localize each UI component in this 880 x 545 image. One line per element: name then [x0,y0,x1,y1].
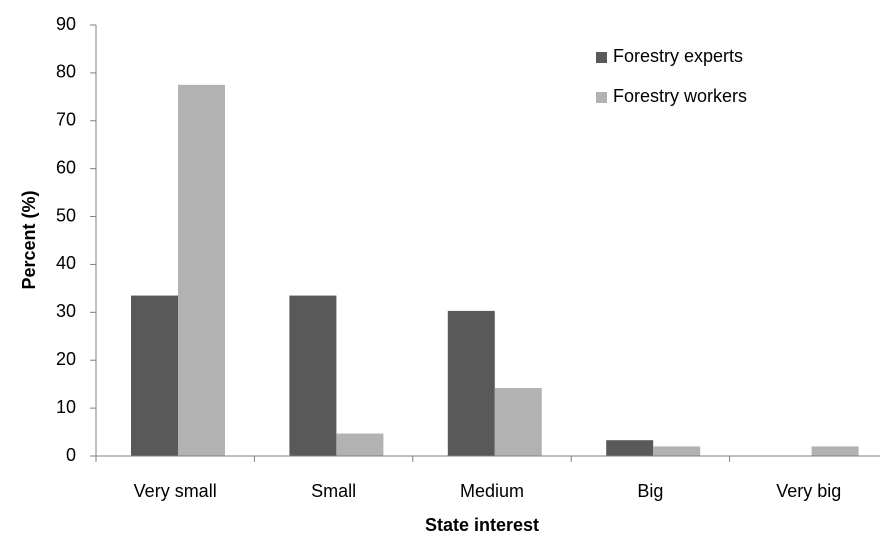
legend-label: Forestry workers [613,86,747,106]
bar-workers-very-big [811,446,859,456]
y-tick-label: 90 [56,14,76,34]
bar-workers-small [336,433,384,456]
x-tick-label: Big [637,481,663,501]
legend-label: Forestry experts [613,46,743,66]
x-tick-label: Very big [776,481,841,501]
legend-swatch [596,92,607,103]
y-tick-label: 50 [56,205,76,225]
x-tick-label: Medium [460,481,524,501]
y-axis-ticks: 0 10 20 30 40 50 60 70 80 90 [56,14,96,465]
bar-workers-very-small [178,84,225,456]
y-axis-title: Percent (%) [19,190,39,289]
x-tick-label: Small [311,481,356,501]
bar-experts-medium [447,310,495,456]
x-axis-title: State interest [425,515,539,535]
y-tick-label: 0 [66,445,76,465]
x-axis-ticks: Very small Small Medium Big Very big [95,456,841,501]
y-tick-label: 40 [56,253,76,273]
bar-workers-medium [494,387,542,456]
bars [131,84,859,456]
y-tick-label: 20 [56,349,76,369]
legend-swatch [596,52,607,63]
y-tick-label: 10 [56,397,76,417]
y-tick-label: 70 [56,110,76,130]
bar-experts-big [606,440,654,456]
legend: Forestry experts Forestry workers [596,46,747,106]
bar-workers-big [653,446,701,456]
x-tick-label: Very small [134,481,217,501]
bar-experts-very-small [131,295,178,456]
y-tick-label: 60 [56,157,76,177]
y-tick-label: 80 [56,62,76,82]
y-tick-label: 30 [56,301,76,321]
bar-experts-small [289,295,337,456]
